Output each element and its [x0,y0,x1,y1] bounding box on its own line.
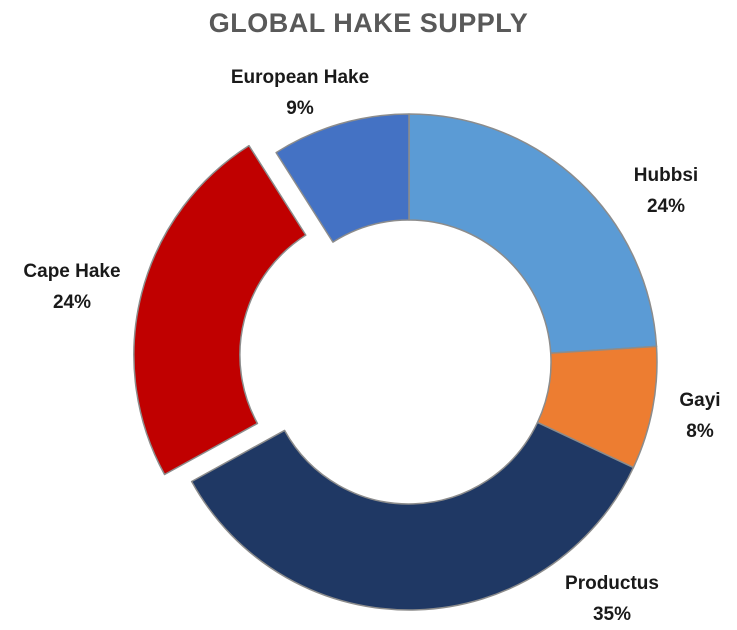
label-hubbsi: Hubbsi 24% [611,160,721,222]
label-european-hake: European Hake 9% [200,62,400,124]
slice-productus [190,421,635,611]
label-productus: Productus 35% [552,568,672,630]
label-productus-value: 35% [592,604,632,625]
slice-cape-hake [133,144,307,476]
label-cape-hake-name: Cape Hake [23,261,121,282]
label-gayi-value: 8% [686,421,714,442]
label-hubbsi-name: Hubbsi [633,165,699,186]
slice-hubbsi [408,113,658,354]
label-hubbsi-value: 24% [646,196,686,217]
label-cape-hake-value: 24% [52,292,92,313]
chart-title: GLOBAL HAKE SUPPLY [208,8,529,38]
label-european-hake-name: European Hake [230,67,370,88]
label-gayi-name: Gayi [679,390,721,411]
label-european-hake-value: 9% [286,98,314,119]
label-gayi: Gayi 8% [665,385,735,447]
label-productus-name: Productus [565,573,659,594]
label-cape-hake: Cape Hake 24% [2,256,142,318]
slice-european-hake [275,113,410,243]
